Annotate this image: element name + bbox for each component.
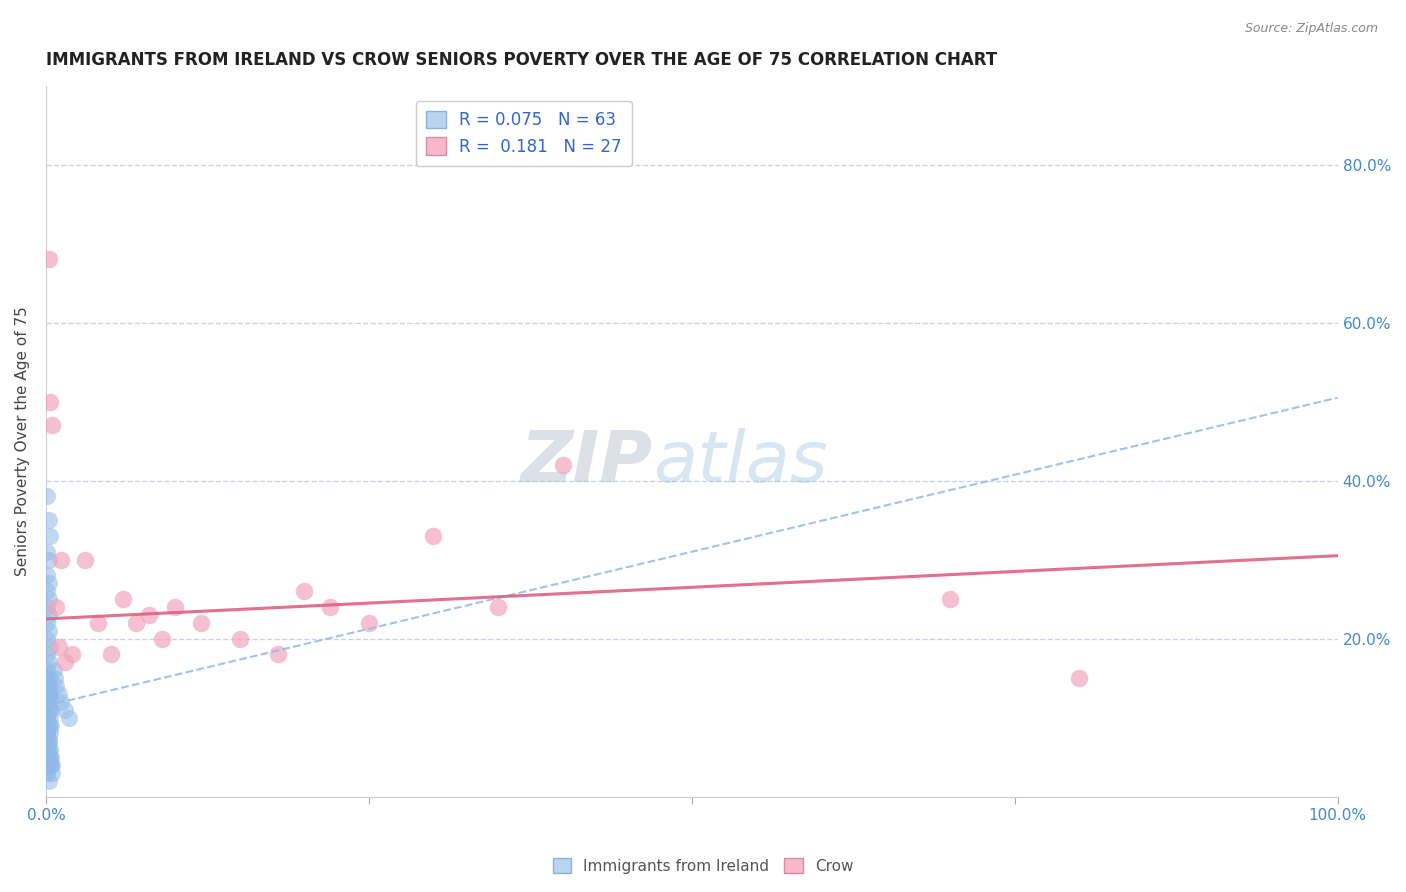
Text: IMMIGRANTS FROM IRELAND VS CROW SENIORS POVERTY OVER THE AGE OF 75 CORRELATION C: IMMIGRANTS FROM IRELAND VS CROW SENIORS …	[46, 51, 997, 69]
Point	[37, 711, 59, 725]
Point	[37, 726, 59, 740]
Point	[486, 600, 509, 615]
Point	[37, 695, 59, 709]
Point	[41, 758, 63, 772]
Point	[190, 615, 212, 630]
Point	[228, 632, 250, 646]
Legend: Immigrants from Ireland, Crow: Immigrants from Ireland, Crow	[547, 852, 859, 880]
Point	[37, 695, 59, 709]
Point	[38, 576, 60, 591]
Point	[38, 703, 60, 717]
Point	[37, 545, 59, 559]
Point	[38, 734, 60, 748]
Point	[38, 758, 60, 772]
Y-axis label: Seniors Poverty Over the Age of 75: Seniors Poverty Over the Age of 75	[15, 306, 30, 576]
Point	[44, 671, 66, 685]
Legend: R = 0.075   N = 63, R =  0.181   N = 27: R = 0.075 N = 63, R = 0.181 N = 27	[416, 101, 631, 166]
Point	[38, 773, 60, 788]
Point	[51, 695, 73, 709]
Point	[38, 718, 60, 732]
Point	[357, 615, 380, 630]
Point	[422, 529, 444, 543]
Point	[37, 584, 59, 599]
Point	[125, 615, 148, 630]
Point	[37, 663, 59, 677]
Point	[58, 711, 80, 725]
Point	[45, 600, 67, 615]
Point	[38, 513, 60, 527]
Point	[100, 648, 122, 662]
Point	[38, 687, 60, 701]
Point	[38, 607, 60, 622]
Point	[60, 648, 83, 662]
Point	[38, 679, 60, 693]
Text: ZIP: ZIP	[520, 428, 652, 497]
Point	[48, 687, 70, 701]
Point	[48, 640, 70, 654]
Point	[38, 742, 60, 756]
Point	[551, 458, 574, 472]
Point	[37, 711, 59, 725]
Point	[37, 648, 59, 662]
Point	[39, 750, 62, 764]
Point	[292, 584, 315, 599]
Point	[38, 687, 60, 701]
Point	[37, 726, 59, 740]
Point	[38, 671, 60, 685]
Point	[45, 679, 67, 693]
Point	[38, 703, 60, 717]
Point	[150, 632, 173, 646]
Point	[939, 592, 962, 607]
Point	[37, 679, 59, 693]
Point	[41, 766, 63, 780]
Point	[38, 695, 60, 709]
Point	[38, 394, 60, 409]
Point	[39, 758, 62, 772]
Point	[38, 742, 60, 756]
Point	[38, 734, 60, 748]
Point	[53, 703, 76, 717]
Point	[53, 656, 76, 670]
Point	[37, 671, 59, 685]
Point	[37, 600, 59, 615]
Point	[37, 679, 59, 693]
Point	[38, 718, 60, 732]
Point	[38, 656, 60, 670]
Text: atlas: atlas	[652, 428, 828, 497]
Point	[38, 552, 60, 566]
Text: Source: ZipAtlas.com: Source: ZipAtlas.com	[1244, 22, 1378, 36]
Point	[38, 252, 60, 267]
Point	[267, 648, 290, 662]
Point	[38, 592, 60, 607]
Point	[38, 750, 60, 764]
Point	[37, 615, 59, 630]
Point	[112, 592, 135, 607]
Point	[51, 552, 73, 566]
Point	[42, 663, 65, 677]
Point	[38, 640, 60, 654]
Point	[319, 600, 342, 615]
Point	[37, 742, 59, 756]
Point	[37, 490, 59, 504]
Point	[39, 718, 62, 732]
Point	[41, 418, 63, 433]
Point	[86, 615, 108, 630]
Point	[37, 632, 59, 646]
Point	[37, 568, 59, 582]
Point	[138, 607, 160, 622]
Point	[38, 529, 60, 543]
Point	[37, 734, 59, 748]
Point	[37, 766, 59, 780]
Point	[39, 703, 62, 717]
Point	[38, 711, 60, 725]
Point	[73, 552, 96, 566]
Point	[165, 600, 187, 615]
Point	[38, 750, 60, 764]
Point	[38, 687, 60, 701]
Point	[1069, 671, 1091, 685]
Point	[38, 624, 60, 638]
Point	[38, 726, 60, 740]
